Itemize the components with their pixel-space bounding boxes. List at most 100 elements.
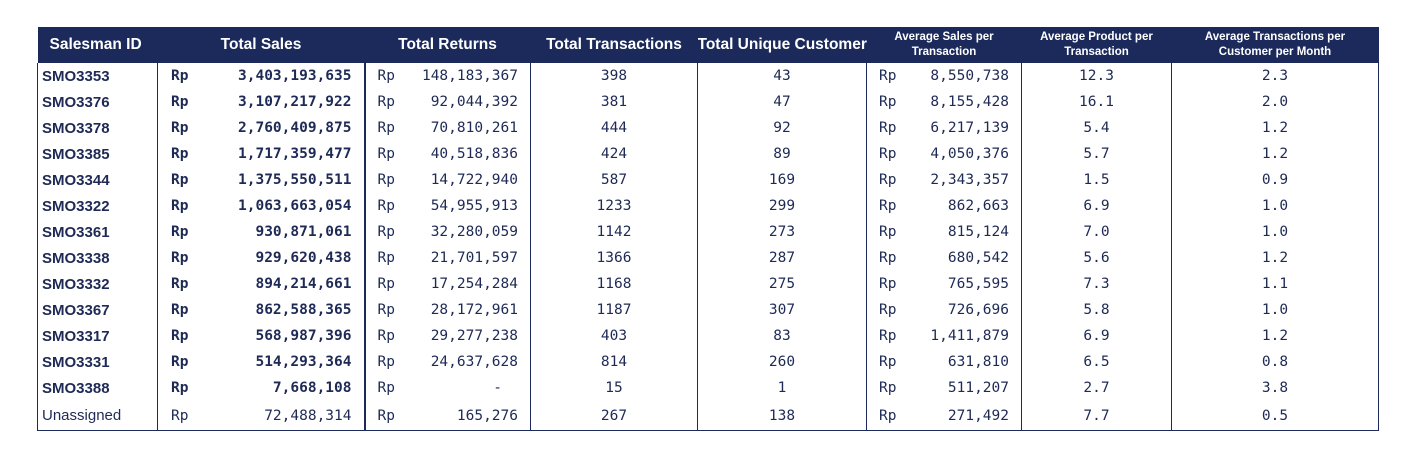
total-unique-customer-cell: 169 [697, 167, 867, 193]
average-transactions-cell: 0.9 [1171, 167, 1379, 193]
average-sales-cell: Rp 8,155,428 [866, 89, 1022, 115]
total-returns-currency: Rp [377, 68, 395, 84]
table-row: SMO3338 Rp 929,620,438 Rp 21,701,597 1366 287 R… [37, 245, 1379, 271]
header-average-sales-per-transaction: Average Sales per Transaction [866, 27, 1022, 63]
total-sales-cell: Rp 568,987,396 [157, 323, 365, 349]
average-sales-currency: Rp [879, 354, 897, 370]
header-average-transactions-line2: Customer per Month [1218, 46, 1332, 58]
total-transactions-cell: 1233 [530, 193, 698, 219]
total-sales-value: 568,987,396 [255, 328, 352, 344]
average-transactions-cell: 1.2 [1171, 115, 1379, 141]
total-returns-currency: Rp [377, 407, 395, 424]
table-body: SMO3353 Rp 3,403,193,635 Rp 148,183,367 398 43… [37, 63, 1379, 431]
total-returns-currency: Rp [377, 146, 395, 162]
total-returns-value: 14,722,940 [430, 172, 518, 188]
total-returns-value: 17,254,284 [430, 276, 518, 292]
average-transactions-cell: 1.2 [1171, 245, 1379, 271]
average-transactions-cell: 1.0 [1171, 219, 1379, 245]
total-returns-value: 32,280,059 [430, 224, 518, 240]
salesman-id-cell: SMO3385 [37, 141, 158, 167]
header-total-transactions: Total Transactions [530, 27, 698, 63]
total-sales-value: 929,620,438 [255, 250, 352, 266]
average-sales-cell: Rp 271,492 [866, 401, 1022, 431]
average-product-cell: 5.7 [1021, 141, 1172, 167]
total-returns-currency: Rp [377, 172, 395, 188]
header-row: Salesman ID Total Sales Total Returns To… [37, 27, 1379, 63]
total-transactions-cell: 444 [530, 115, 698, 141]
total-sales-currency: Rp [171, 407, 189, 424]
salesman-id-cell: SMO3367 [37, 297, 158, 323]
average-transactions-cell: 1.2 [1171, 323, 1379, 349]
total-unique-customer-cell: 273 [697, 219, 867, 245]
table-row: SMO3322 Rp 1,063,663,054 Rp 54,955,913 1233 29… [37, 193, 1379, 219]
total-returns-value: 21,701,597 [430, 250, 518, 266]
table-row: SMO3331 Rp 514,293,364 Rp 24,637,628 814 260 Rp… [37, 349, 1379, 375]
table-row: SMO3344 Rp 1,375,550,511 Rp 14,722,940 587 169… [37, 167, 1379, 193]
total-sales-value: 1,063,663,054 [238, 198, 352, 214]
total-returns-value: 54,955,913 [430, 198, 518, 214]
total-returns-value: 24,637,628 [430, 354, 518, 370]
total-transactions-cell: 424 [530, 141, 698, 167]
average-product-cell: 6.9 [1021, 193, 1172, 219]
total-returns-currency: Rp [377, 94, 395, 110]
total-returns-value: 29,277,238 [430, 328, 518, 344]
average-sales-currency: Rp [879, 302, 897, 318]
average-sales-cell: Rp 6,217,139 [866, 115, 1022, 141]
sales-summary-sheet: Salesman ID Total Sales Total Returns To… [37, 27, 1379, 431]
total-returns-currency: Rp [377, 328, 395, 344]
average-sales-cell: Rp 815,124 [866, 219, 1022, 245]
average-transactions-cell: 1.1 [1171, 271, 1379, 297]
average-sales-currency: Rp [879, 94, 897, 110]
total-sales-cell: Rp 894,214,661 [157, 271, 365, 297]
total-sales-currency: Rp [171, 276, 189, 292]
total-sales-cell: Rp 1,063,663,054 [157, 193, 365, 219]
total-returns-currency: Rp [377, 380, 395, 396]
total-sales-value: 930,871,061 [255, 224, 352, 240]
average-product-cell: 6.5 [1021, 349, 1172, 375]
total-returns-cell: Rp 165,276 [363, 401, 531, 431]
table-row: SMO3367 Rp 862,588,365 Rp 28,172,961 1187 307 R… [37, 297, 1379, 323]
total-unique-customer-cell: 138 [697, 401, 867, 431]
average-sales-currency: Rp [879, 146, 897, 162]
average-sales-cell: Rp 680,542 [866, 245, 1022, 271]
total-returns-cell: Rp 54,955,913 [363, 193, 531, 219]
average-sales-value: 1,411,879 [930, 328, 1009, 344]
average-sales-value: 8,550,738 [930, 68, 1009, 84]
salesman-id-cell: SMO3322 [37, 193, 158, 219]
average-transactions-cell: 2.0 [1171, 89, 1379, 115]
total-transactions-cell: 267 [530, 401, 698, 431]
average-product-cell: 16.1 [1021, 89, 1172, 115]
total-sales-currency: Rp [171, 328, 189, 344]
total-transactions-cell: 1168 [530, 271, 698, 297]
average-product-cell: 7.7 [1021, 401, 1172, 431]
total-sales-cell: Rp 3,403,193,635 [157, 63, 365, 89]
total-sales-value: 1,375,550,511 [238, 172, 352, 188]
average-sales-value: 726,696 [947, 302, 1009, 318]
table-row: SMO3388 Rp 7,668,108 Rp - 15 1 Rp 511,207 2.7 3.8 [37, 375, 1379, 401]
total-unique-customer-cell: 92 [697, 115, 867, 141]
average-sales-cell: Rp 2,343,357 [866, 167, 1022, 193]
total-returns-cell: Rp - [363, 375, 531, 401]
salesman-id-cell: SMO3344 [37, 167, 158, 193]
total-sales-currency: Rp [171, 250, 189, 266]
salesman-id-cell: SMO3332 [37, 271, 158, 297]
header-average-product-line2: Transaction [1064, 46, 1129, 58]
total-unique-customer-cell: 1 [697, 375, 867, 401]
header-average-product-per-transaction: Average Product per Transaction [1021, 27, 1172, 63]
average-transactions-cell: 1.0 [1171, 297, 1379, 323]
total-sales-currency: Rp [171, 380, 189, 396]
table-row: SMO3378 Rp 2,760,409,875 Rp 70,810,261 444 92 R… [37, 115, 1379, 141]
average-product-cell: 2.7 [1021, 375, 1172, 401]
average-sales-currency: Rp [879, 380, 897, 396]
average-sales-cell: Rp 631,810 [866, 349, 1022, 375]
average-sales-currency: Rp [879, 120, 897, 136]
table-row: SMO3317 Rp 568,987,396 Rp 29,277,238 403 83 Rp 1… [37, 323, 1379, 349]
average-sales-value: 631,810 [947, 354, 1009, 370]
average-transactions-cell: 0.5 [1171, 401, 1379, 431]
average-sales-value: 8,155,428 [930, 94, 1009, 110]
total-unique-customer-cell: 299 [697, 193, 867, 219]
total-unique-customer-cell: 89 [697, 141, 867, 167]
total-returns-cell: Rp 40,518,836 [363, 141, 531, 167]
average-sales-cell: Rp 1,411,879 [866, 323, 1022, 349]
total-transactions-cell: 403 [530, 323, 698, 349]
